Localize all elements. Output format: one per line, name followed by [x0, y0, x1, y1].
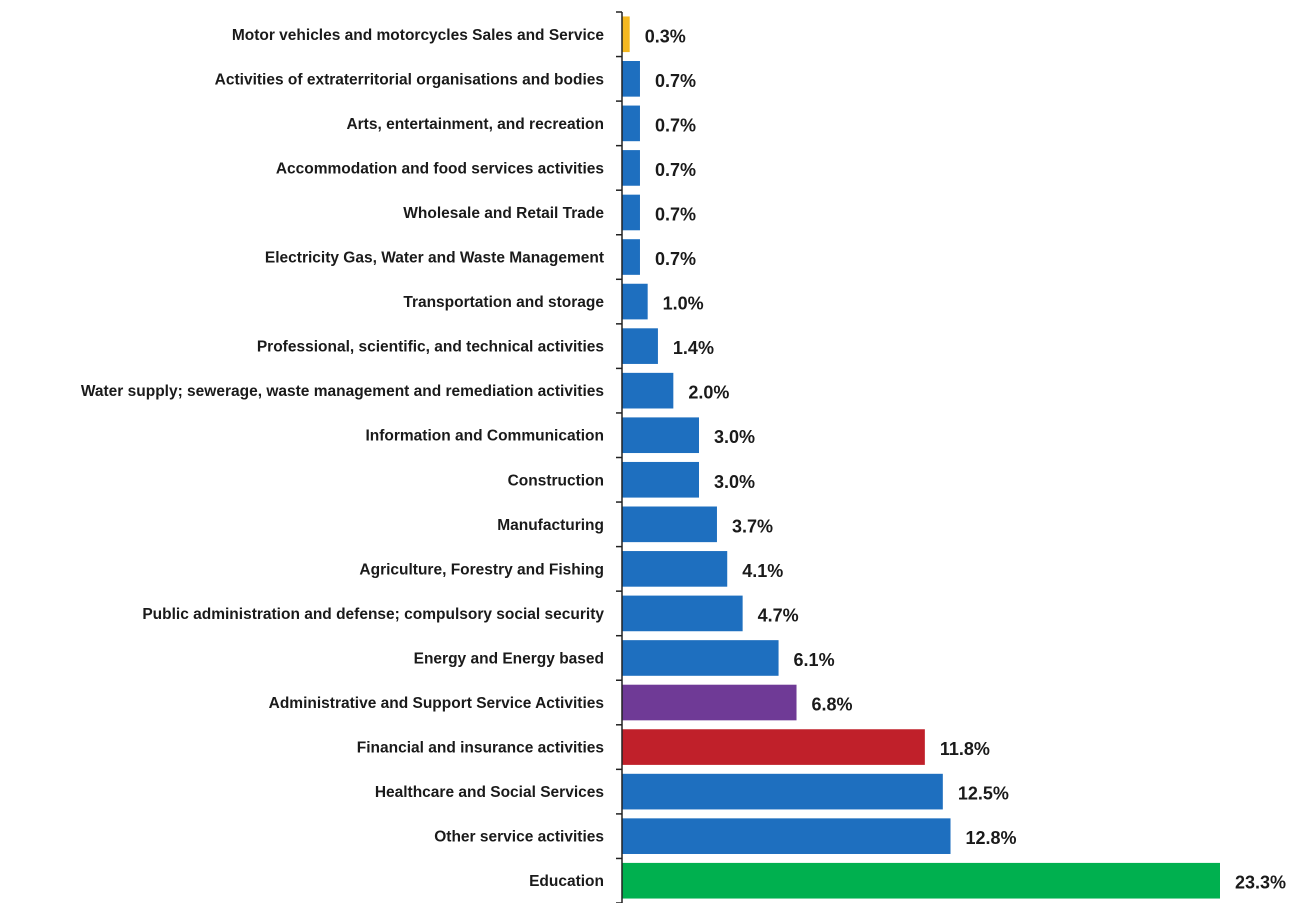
value-label-11: 3.7%: [732, 516, 773, 536]
bar-0: [622, 16, 630, 53]
category-label-16: Financial and insurance activities: [357, 740, 604, 757]
bar-17: [622, 773, 943, 810]
value-labels-group: 0.3% 0.7% 0.7% 0.7% 0.7% 0.7% 1.0% 1.4% 2.0% 3.0%…: [645, 26, 1286, 892]
bar-7: [622, 328, 658, 364]
bar-11: [622, 506, 717, 543]
bar-15: [622, 684, 797, 721]
bar-6: [622, 283, 648, 320]
value-label-18: 12.8%: [966, 828, 1017, 848]
category-label-6: Transportation and storage: [403, 294, 604, 311]
bar-16: [622, 729, 925, 765]
category-label-2: Arts, entertainment, and recreation: [346, 116, 604, 133]
category-label-8: Water supply; sewerage, waste management…: [81, 383, 604, 400]
value-label-10: 3.0%: [714, 472, 755, 492]
bar-9: [622, 417, 699, 454]
value-label-13: 4.7%: [758, 605, 799, 625]
value-label-15: 6.8%: [812, 695, 853, 715]
value-label-4: 0.7%: [655, 204, 696, 224]
value-label-9: 3.0%: [714, 427, 755, 447]
bar-1: [622, 61, 640, 97]
category-label-9: Information and Communication: [365, 428, 604, 445]
bar-3: [622, 150, 640, 186]
category-label-4: Wholesale and Retail Trade: [403, 205, 604, 222]
category-label-3: Accommodation and food services activiti…: [276, 160, 604, 177]
value-label-5: 0.7%: [655, 249, 696, 269]
category-label-0: Motor vehicles and motorcycles Sales and…: [232, 27, 605, 44]
value-label-1: 0.7%: [655, 71, 696, 91]
category-label-15: Administrative and Support Service Activ…: [269, 695, 604, 712]
category-labels-group: Motor vehicles and motorcycles Sales and…: [81, 27, 605, 890]
category-label-10: Construction: [508, 472, 604, 489]
category-label-7: Professional, scientific, and technical …: [257, 339, 604, 356]
category-label-13: Public administration and defense; compu…: [142, 606, 604, 623]
value-label-3: 0.7%: [655, 160, 696, 180]
bar-14: [622, 640, 779, 676]
value-label-14: 6.1%: [794, 650, 835, 670]
category-label-1: Activities of extraterritorial organisat…: [215, 71, 604, 88]
value-label-0: 0.3%: [645, 26, 686, 46]
bar-19: [622, 862, 1220, 899]
value-label-6: 1.0%: [663, 294, 704, 314]
bar-18: [622, 818, 951, 854]
value-label-16: 11.8%: [940, 739, 990, 759]
bar-5: [622, 239, 640, 275]
value-label-19: 23.3%: [1235, 873, 1286, 893]
category-label-19: Education: [529, 873, 604, 890]
value-label-7: 1.4%: [673, 338, 714, 358]
category-label-14: Energy and Energy based: [414, 650, 604, 667]
value-label-12: 4.1%: [742, 561, 783, 581]
category-label-11: Manufacturing: [497, 517, 604, 534]
bar-2: [622, 105, 640, 142]
value-label-8: 2.0%: [688, 383, 729, 403]
value-label-17: 12.5%: [958, 784, 1009, 804]
category-label-5: Electricity Gas, Water and Waste Managem…: [265, 250, 604, 267]
category-label-12: Agriculture, Forestry and Fishing: [359, 561, 604, 578]
category-label-17: Healthcare and Social Services: [375, 784, 604, 801]
bar-13: [622, 595, 743, 632]
category-label-18: Other service activities: [434, 829, 604, 846]
bar-10: [622, 461, 699, 498]
bars-group: [622, 16, 1220, 899]
value-label-2: 0.7%: [655, 115, 696, 135]
bar-12: [622, 551, 728, 587]
bar-8: [622, 372, 674, 409]
category-axis: [616, 11, 623, 903]
bar-4: [622, 194, 640, 231]
